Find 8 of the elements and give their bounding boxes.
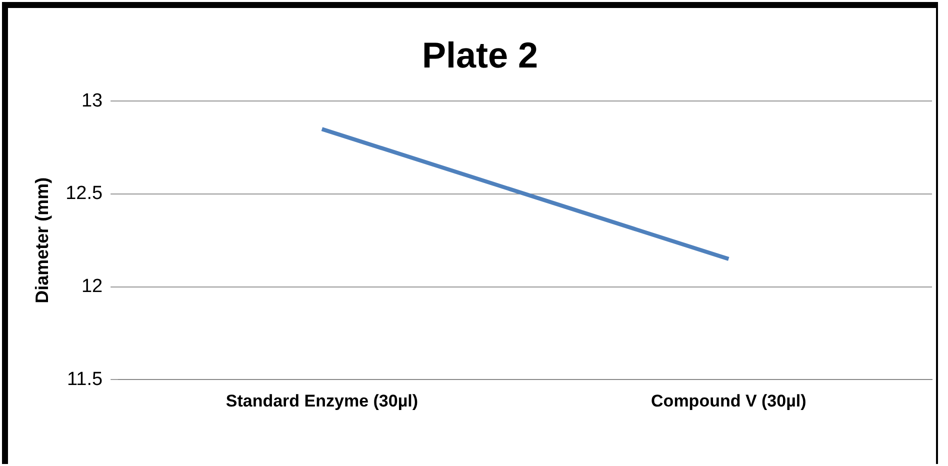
y-tick-label: 13 <box>81 90 103 112</box>
y-tick-label: 11.5 <box>67 368 103 390</box>
x-tick-label: Compound V (30µl) <box>651 391 806 410</box>
x-tick-label: Standard Enzyme (30µl) <box>226 391 418 410</box>
y-axis-title: Diameter (mm) <box>32 177 52 304</box>
chart-title: Plate 2 <box>422 34 538 76</box>
y-tick-label: 12 <box>81 276 103 298</box>
y-tick-label: 12.5 <box>66 183 103 204</box>
